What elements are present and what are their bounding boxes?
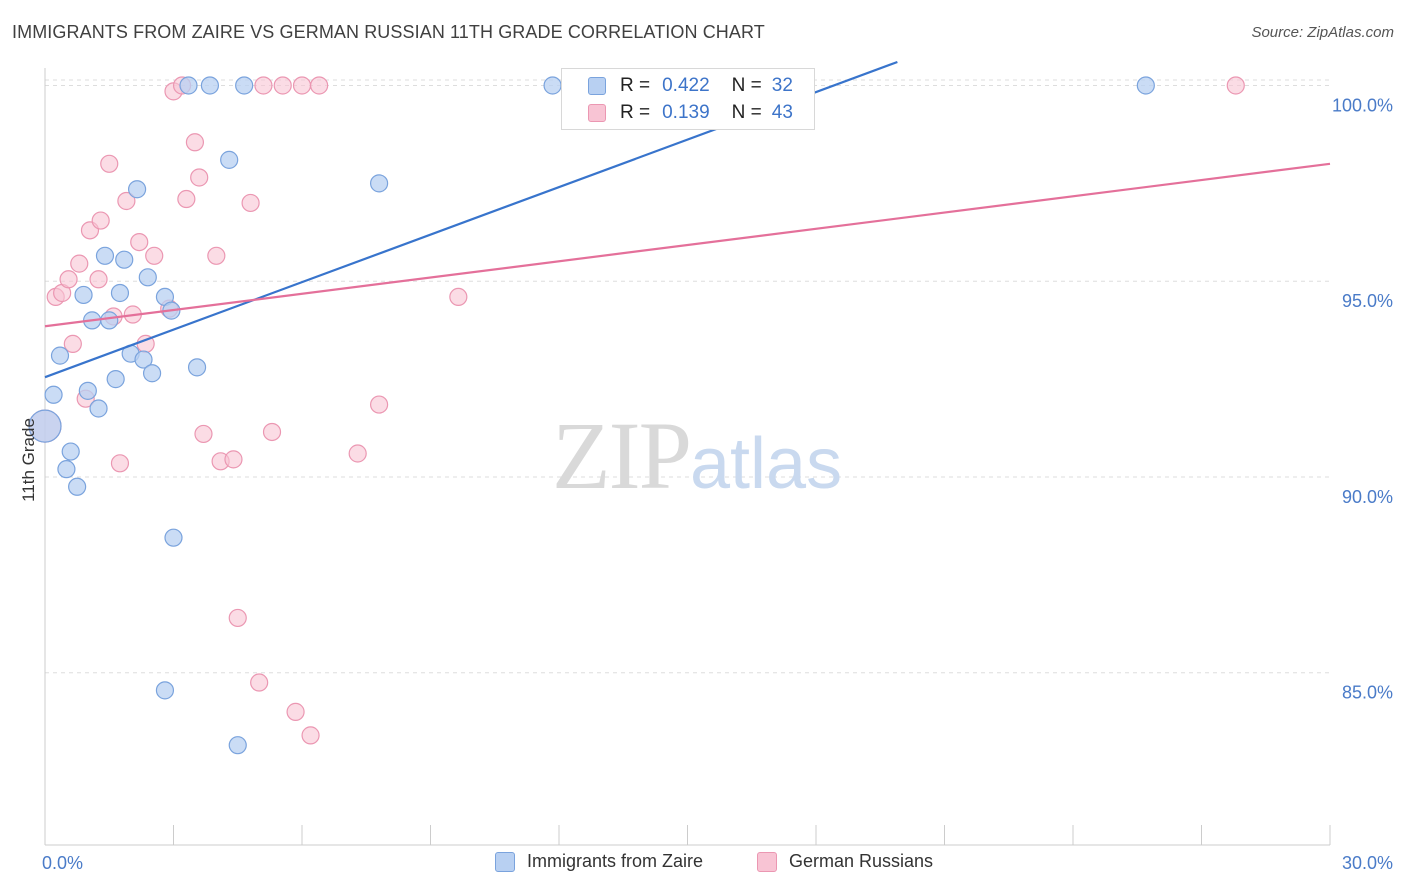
legend-r-label: R = bbox=[620, 102, 651, 123]
zaire-point bbox=[220, 150, 239, 169]
german-russian-point bbox=[273, 76, 292, 95]
legend-row-zaire: R = 0.422 N = 32 bbox=[620, 74, 793, 98]
german-russian-point bbox=[348, 444, 367, 463]
german-russian-point bbox=[241, 193, 260, 213]
watermark-atlas: atlas bbox=[690, 424, 843, 504]
zaire-point bbox=[50, 346, 70, 365]
source-credit: Source: ZipAtlas.com bbox=[1251, 24, 1394, 41]
zaire-point bbox=[200, 76, 220, 95]
german-russian-point bbox=[254, 76, 273, 95]
y-tick-label: 90.0% bbox=[1342, 487, 1393, 507]
zaire-point bbox=[100, 311, 119, 330]
german-russian-point bbox=[177, 189, 196, 209]
watermark-zip: ZIP bbox=[552, 402, 692, 509]
gridlines bbox=[45, 79, 1330, 674]
y-axis-label: 11th Grade bbox=[19, 418, 38, 502]
legend-label-german-russians: German Russians bbox=[789, 851, 934, 871]
legend-n-label: N = bbox=[731, 75, 762, 96]
german-russian-point bbox=[100, 154, 119, 173]
watermark: ZIPatlas bbox=[552, 400, 842, 511]
german-russian-point bbox=[110, 454, 130, 473]
german-russian-point bbox=[89, 270, 108, 289]
zaire-point bbox=[228, 736, 247, 755]
zaire-point bbox=[179, 76, 198, 95]
zaire-point bbox=[68, 477, 87, 496]
zaire-point bbox=[106, 370, 125, 389]
german-russian-point bbox=[194, 424, 213, 444]
zaire-point bbox=[370, 174, 389, 193]
german-russian-point bbox=[370, 395, 389, 414]
german-russian-point bbox=[190, 168, 209, 187]
zaire-point bbox=[155, 681, 175, 700]
zaire-point bbox=[57, 460, 76, 479]
zaire-points bbox=[28, 76, 1155, 755]
legend-r-label: R = bbox=[620, 75, 651, 96]
y-tick-label: 95.0% bbox=[1342, 291, 1393, 311]
zaire-point bbox=[127, 180, 147, 199]
legend-r-value: 0.139 bbox=[662, 102, 710, 123]
x-tick-label: 0.0% bbox=[42, 853, 83, 873]
correlation-legend: R = 0.422 N = 32 R = 0.139 N = 43 bbox=[561, 68, 815, 130]
legend-n-value: 43 bbox=[771, 102, 793, 123]
german-russian-point bbox=[1226, 76, 1245, 95]
zaire-point bbox=[95, 246, 115, 265]
legend-swatch-zaire bbox=[495, 851, 515, 872]
german-russian-point bbox=[207, 246, 226, 265]
zaire-point bbox=[44, 385, 63, 404]
legend-swatch-zaire bbox=[588, 77, 606, 95]
zaire-point bbox=[74, 285, 93, 305]
german-russian-point bbox=[262, 422, 282, 442]
legend-swatch-german-russians bbox=[757, 851, 777, 872]
german-russian-point bbox=[250, 673, 269, 692]
german-russian-point bbox=[117, 191, 136, 211]
zaire-point bbox=[235, 76, 254, 95]
chart-title: IMMIGRANTS FROM ZAIRE VS GERMAN RUSSIAN … bbox=[12, 22, 765, 42]
zaire-point bbox=[134, 350, 153, 369]
zaire-point bbox=[115, 250, 134, 269]
zaire-point bbox=[142, 364, 162, 383]
axes bbox=[44, 68, 1331, 846]
zaire-point bbox=[89, 399, 108, 418]
series-legend: Immigrants from Zaire German Russians bbox=[0, 851, 1406, 879]
german-russian-point bbox=[63, 334, 82, 353]
german-russian-point bbox=[145, 246, 164, 265]
german-russian-point bbox=[91, 211, 110, 230]
zaire-point bbox=[110, 283, 130, 303]
zaire-point bbox=[164, 528, 183, 547]
german-russian-point bbox=[228, 608, 247, 628]
y-tick-label: 85.0% bbox=[1342, 683, 1393, 703]
german-russian-point bbox=[70, 254, 89, 273]
german-russian-point bbox=[449, 287, 468, 306]
german-russian-point bbox=[185, 133, 205, 152]
german-russian-point bbox=[224, 450, 243, 469]
legend-label-zaire: Immigrants from Zaire bbox=[527, 851, 704, 871]
legend-n-label: N = bbox=[731, 102, 762, 123]
german-russian-point bbox=[292, 76, 312, 95]
german-russian-point bbox=[301, 726, 320, 745]
x-tick-label: 30.0% bbox=[1342, 853, 1393, 873]
zaire-point bbox=[1136, 76, 1155, 95]
zaire-point bbox=[543, 76, 562, 95]
legend-item-german-russians[interactable]: German Russians bbox=[757, 851, 933, 872]
german-russian-point bbox=[310, 76, 329, 95]
german-russian-point bbox=[286, 702, 305, 721]
legend-swatch-german-russians bbox=[588, 104, 606, 122]
german-russians-trend-line bbox=[44, 162, 1331, 328]
y-tick-label: 100.0% bbox=[1332, 95, 1393, 115]
legend-row-german-russians: R = 0.139 N = 43 bbox=[620, 101, 793, 125]
legend-item-zaire[interactable]: Immigrants from Zaire bbox=[495, 851, 703, 872]
german-russian-point bbox=[59, 270, 78, 289]
legend-n-value: 32 bbox=[771, 75, 793, 96]
german-russian-point bbox=[130, 232, 149, 252]
zaire-point bbox=[187, 358, 207, 377]
tick-labels: 100.0% 95.0% 90.0% 85.0% 0.0% 30.0% 11th Grade bbox=[19, 95, 1393, 873]
zaire-point bbox=[138, 268, 157, 287]
zaire-point bbox=[61, 442, 80, 461]
legend-r-value: 0.422 bbox=[662, 75, 710, 96]
zaire-point bbox=[28, 409, 62, 443]
zaire-point bbox=[78, 381, 97, 400]
